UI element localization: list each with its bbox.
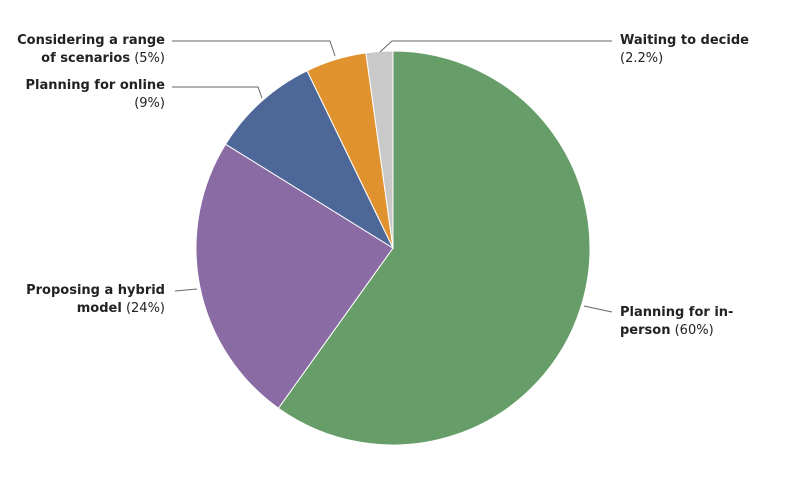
category-label: Waiting to decide: [620, 33, 749, 48]
category-label: Planning for online: [25, 78, 165, 93]
leader-line: [379, 40, 612, 53]
value-label: (9%): [134, 96, 165, 111]
category-label: Considering a range of scenarios: [17, 33, 165, 66]
pie-slice: [195, 143, 394, 409]
slice-label: Waiting to decide (2.2%): [620, 32, 780, 68]
leader-line: [583, 305, 613, 313]
slice-label: Considering a range of scenarios (5%): [5, 32, 165, 68]
pie-slice: [277, 50, 591, 446]
slice-label: Planning for in-person (60%): [620, 304, 745, 340]
leader-line: [172, 86, 263, 99]
leader-line: [174, 288, 198, 292]
value-label: (60%): [674, 323, 714, 338]
value-label: (24%): [125, 301, 165, 316]
value-label: (5%): [134, 51, 165, 66]
slice-label: Proposing a hybrid model (24%): [15, 282, 165, 318]
category-label: Proposing a hybrid model: [26, 283, 165, 316]
leader-line: [172, 40, 336, 57]
value-label: (2.2%): [620, 51, 664, 66]
pie-slice: [365, 50, 394, 249]
category-label: Planning for in-person: [620, 305, 734, 338]
pie-slice: [224, 70, 395, 250]
slice-label: Planning for online (9%): [15, 77, 165, 113]
